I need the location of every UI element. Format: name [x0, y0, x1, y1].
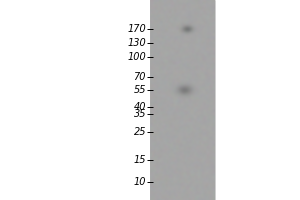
Text: 170: 170 — [127, 24, 146, 34]
Text: 35: 35 — [134, 109, 146, 119]
Text: 25: 25 — [134, 127, 146, 137]
Text: 55: 55 — [134, 85, 146, 95]
Text: 40: 40 — [134, 102, 146, 112]
Text: 70: 70 — [134, 72, 146, 82]
Text: 100: 100 — [127, 52, 146, 62]
Text: 10: 10 — [134, 177, 146, 187]
Text: 15: 15 — [134, 155, 146, 165]
Text: 130: 130 — [127, 38, 146, 48]
